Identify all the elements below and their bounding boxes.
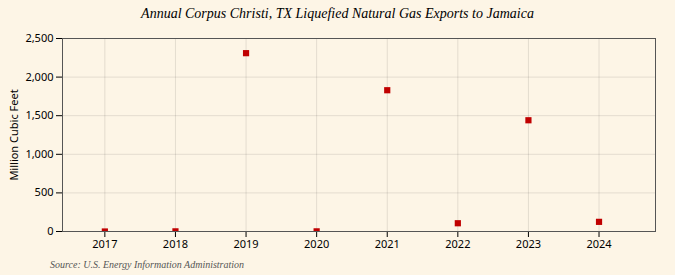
svg-text:2019: 2019 bbox=[233, 236, 258, 251]
svg-text:500: 500 bbox=[35, 184, 54, 199]
svg-text:1,000: 1,000 bbox=[25, 146, 53, 161]
svg-text:2021: 2021 bbox=[375, 236, 400, 251]
svg-text:0: 0 bbox=[47, 223, 53, 238]
svg-text:2023: 2023 bbox=[516, 236, 541, 251]
svg-text:1,500: 1,500 bbox=[25, 107, 53, 122]
svg-text:2022: 2022 bbox=[445, 236, 470, 251]
svg-text:2024: 2024 bbox=[586, 236, 612, 251]
svg-text:2017: 2017 bbox=[92, 236, 117, 251]
html-text:Annual Corpus Christi, TX Liqu: Annual Corpus Christi, TX Liquefied Natu… bbox=[141, 6, 534, 21]
svg-text:2,000: 2,000 bbox=[25, 69, 53, 84]
svg-text:2,500: 2,500 bbox=[25, 30, 53, 45]
svg-text:2020: 2020 bbox=[304, 236, 329, 251]
svg-text:Million Cubic Feet: Million Cubic Feet bbox=[6, 89, 21, 180]
svg-text:2018: 2018 bbox=[163, 236, 188, 251]
html-text:Source: U.S. Energy Informatio: Source: U.S. Energy Information Administ… bbox=[50, 259, 245, 270]
